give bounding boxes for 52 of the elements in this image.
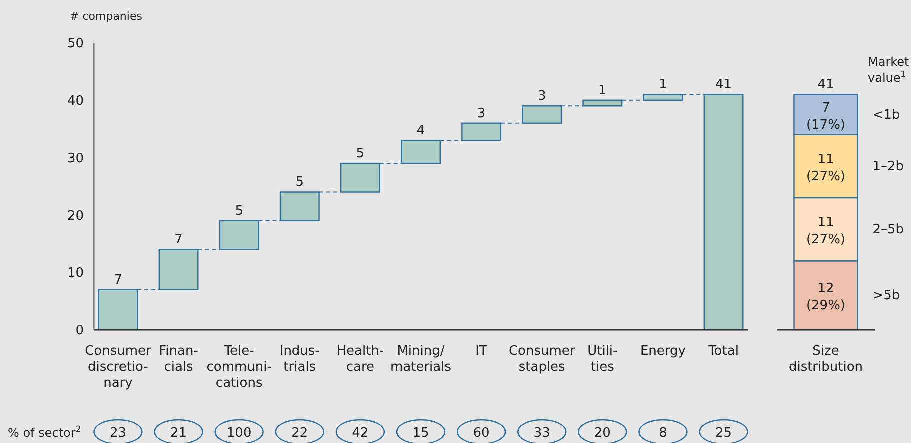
y-tick-label: 30 xyxy=(67,151,84,166)
text: 60 xyxy=(473,426,490,441)
x-tick-label: Finan- cials xyxy=(159,344,199,375)
y-tick-label: 20 xyxy=(67,208,84,224)
text: 100 xyxy=(226,426,252,441)
text: 21 xyxy=(170,426,188,441)
x-tick-label: Tele- communi- cations xyxy=(206,344,272,391)
x-tick-label: Consumer discretio- nary xyxy=(85,344,152,391)
y-tick-label: 10 xyxy=(67,266,84,282)
text: 33 xyxy=(534,426,550,441)
y-axis-title: # companies xyxy=(70,10,143,23)
data-label: 5 xyxy=(296,175,304,190)
text: 23 xyxy=(110,426,126,441)
x-tick-label: Consumer staples xyxy=(508,344,576,375)
text: 20 xyxy=(594,426,611,441)
legend-title: Market value$^{1}$ xyxy=(868,55,910,85)
data-label: 5 xyxy=(235,204,244,219)
y-tick-label: 50 xyxy=(67,36,84,52)
data-label: 11 (27%) xyxy=(806,216,846,248)
data-label: 41 xyxy=(716,78,732,93)
data-label: 4 xyxy=(416,124,426,139)
x-tick-label: Energy xyxy=(640,344,686,359)
data-label: 1 xyxy=(659,78,668,93)
data-label: 7 (17%) xyxy=(806,100,846,133)
data-label: 12 (29%) xyxy=(806,282,846,314)
series-label: 1–2b xyxy=(872,159,904,174)
x-tick-label: Utili- ties xyxy=(588,344,618,375)
series-label: >5b xyxy=(872,288,900,304)
x-tick-label: Mining/ materials xyxy=(390,344,452,375)
data-label: 3 xyxy=(538,89,546,104)
text: 22 xyxy=(292,426,308,441)
x-tick-label: IT xyxy=(476,344,488,359)
data-label: 3 xyxy=(477,106,486,122)
data-label: 7 xyxy=(174,232,183,248)
text: 15 xyxy=(412,426,430,441)
x-tick-label: Indus- trials xyxy=(280,344,320,375)
total-label: 41 xyxy=(818,78,834,93)
text: 42 xyxy=(352,426,369,441)
data-label: 7 xyxy=(114,272,122,288)
series-label: <1b xyxy=(872,108,900,123)
data-label: 5 xyxy=(356,146,365,162)
text: 25 xyxy=(716,426,732,441)
x-tick-label: Size distribution xyxy=(788,344,864,375)
series-label: 2–5b xyxy=(872,222,904,238)
text: % of sector$^{2}$ xyxy=(8,424,82,440)
y-tick-label: 0 xyxy=(76,324,84,339)
data-label: 1 xyxy=(598,83,607,98)
x-tick-label: Health- care xyxy=(336,344,384,375)
text: 8 xyxy=(659,426,668,441)
data-label: 11 (27%) xyxy=(806,152,846,184)
x-tick-label: Total xyxy=(708,344,739,359)
y-tick-label: 40 xyxy=(67,94,84,109)
